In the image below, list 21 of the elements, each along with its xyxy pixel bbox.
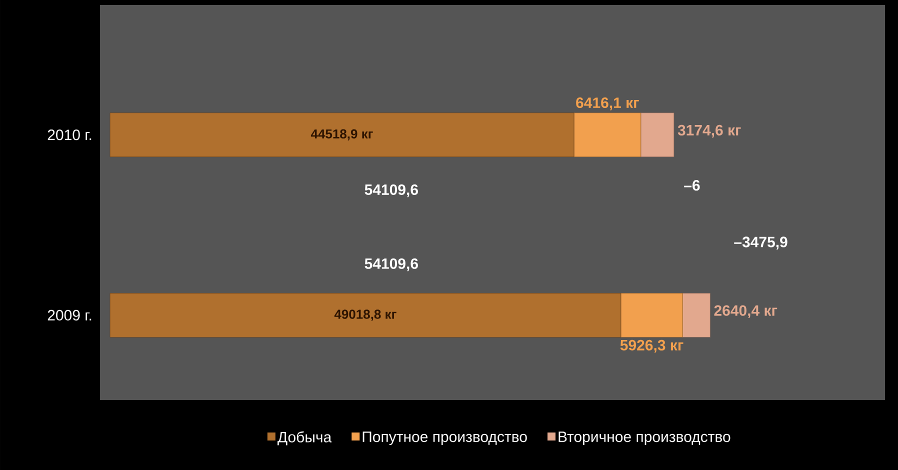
annotation: –6 — [684, 180, 700, 191]
bar — [640, 112, 674, 158]
bar — [110, 112, 574, 158]
bar — [620, 293, 683, 338]
data-label: 3174,6 кг — [678, 124, 741, 138]
annotation: 54109,6 — [364, 258, 418, 272]
y-tick-label: 2009 г. — [48, 310, 92, 321]
legend-label: Добыча — [278, 431, 332, 446]
data-label: 6416,1 кг — [576, 97, 639, 110]
y-tick-label: 2010 г. — [48, 130, 92, 140]
data-label: 5926,3 кг — [620, 340, 684, 353]
annotation: 54109,6 — [364, 184, 418, 198]
legend-label: Вторичное производство — [558, 432, 730, 446]
data-label: 49018,8 кг — [334, 310, 396, 321]
data-label: 2640,4 кг — [714, 305, 778, 318]
legend-label: Попутное производство — [362, 432, 527, 446]
bar — [110, 293, 622, 338]
bar — [682, 293, 710, 338]
bar — [574, 112, 642, 158]
data-label: 44518,9 кг — [310, 129, 373, 140]
text: –3475,9 — [734, 236, 788, 250]
